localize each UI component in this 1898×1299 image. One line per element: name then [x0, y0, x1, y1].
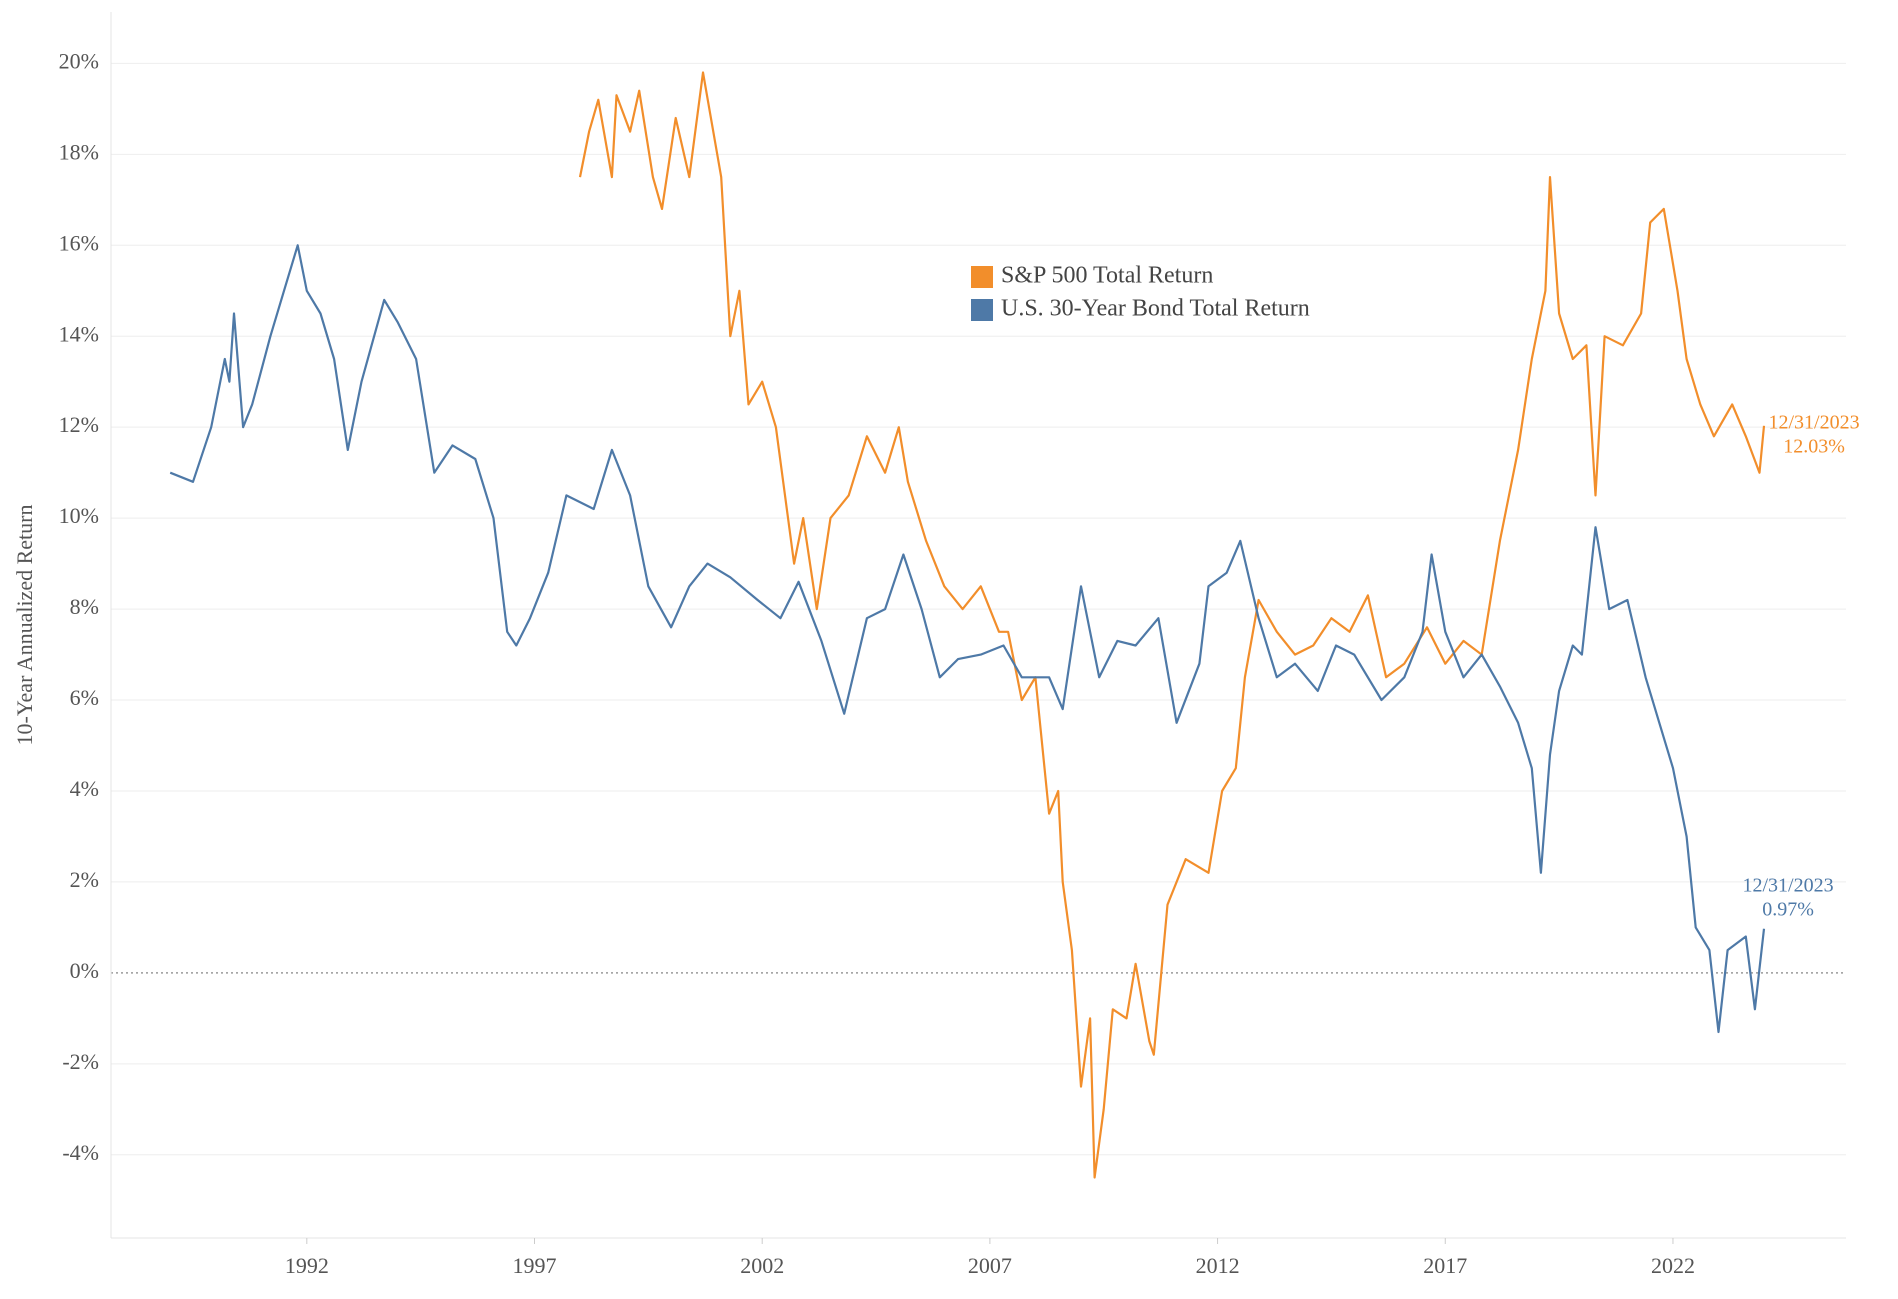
x-tick-label: 1992 — [285, 1253, 329, 1278]
x-tick-label: 2007 — [968, 1253, 1012, 1278]
y-tick-label: 18% — [59, 139, 99, 164]
y-tick-label: 4% — [70, 776, 99, 801]
y-tick-label: 2% — [70, 867, 99, 892]
legend-label: U.S. 30-Year Bond Total Return — [1001, 296, 1310, 322]
x-tick-label: 2017 — [1423, 1253, 1467, 1278]
series-line — [578, 71, 1766, 1179]
y-tick-label: -4% — [62, 1140, 99, 1165]
series-line — [169, 244, 1766, 1034]
y-tick-label: 10% — [59, 503, 99, 528]
y-tick-label: 16% — [59, 230, 99, 255]
x-tick-label: 2022 — [1651, 1253, 1695, 1278]
legend-swatch — [971, 266, 993, 288]
y-axis-label: 10-Year Annualized Return — [12, 505, 37, 746]
end-annotation: 12.03% — [1783, 435, 1845, 457]
legend-swatch — [971, 299, 993, 321]
y-tick-label: 12% — [59, 412, 99, 437]
x-tick-label: 2012 — [1196, 1253, 1240, 1278]
y-tick-label: -2% — [62, 1049, 99, 1074]
y-tick-label: 14% — [59, 321, 99, 346]
y-tick-label: 20% — [59, 48, 99, 73]
end-annotation: 12/31/2023 — [1768, 411, 1859, 433]
x-tick-label: 2002 — [740, 1253, 784, 1278]
legend-label: S&P 500 Total Return — [1001, 263, 1213, 289]
x-tick-label: 1997 — [513, 1253, 557, 1278]
end-annotation: 0.97% — [1762, 898, 1814, 920]
y-tick-label: 0% — [70, 958, 99, 983]
end-annotation: 12/31/2023 — [1742, 874, 1833, 896]
y-tick-label: 8% — [70, 594, 99, 619]
y-tick-label: 6% — [70, 685, 99, 710]
